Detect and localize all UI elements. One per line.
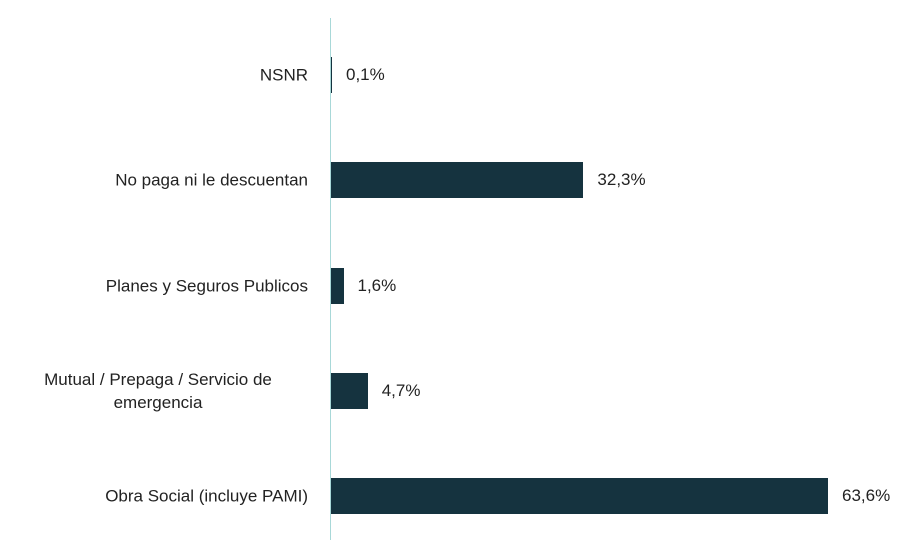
bar: [331, 57, 332, 93]
category-label: No paga ni le descuentan: [115, 170, 308, 190]
value-label: 1,6%: [357, 275, 397, 295]
value-label: 4,7%: [381, 380, 421, 400]
bar: [331, 478, 828, 515]
value-label: 0,1%: [346, 65, 385, 84]
category-label: Mutual / Prepaga / Servicio de emergenci…: [44, 369, 272, 412]
value-label: 63,6%: [842, 486, 891, 506]
category-label: Planes y Seguros Publicos: [105, 276, 308, 296]
category-label: Obra Social (incluye PAMI): [105, 486, 308, 506]
axis-line: [330, 18, 331, 540]
bar: [331, 267, 344, 304]
bar: [331, 372, 368, 409]
category-label: NSNR: [259, 65, 308, 85]
value-label: 32,3%: [597, 170, 646, 190]
bar: [331, 162, 584, 199]
